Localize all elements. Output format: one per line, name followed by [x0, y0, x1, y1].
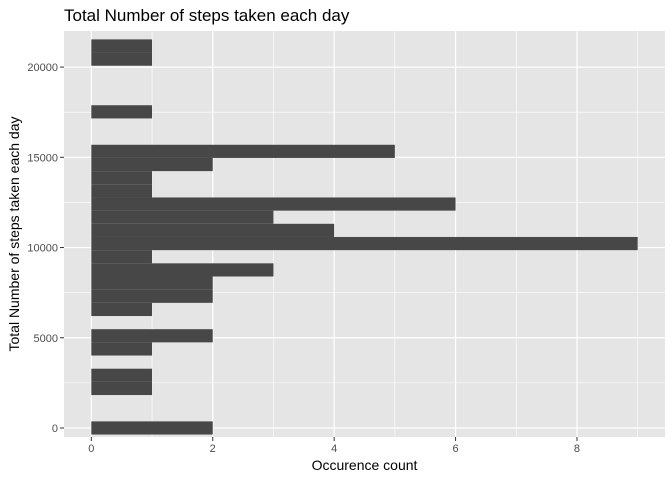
chart-title: Total Number of steps taken each day: [64, 6, 350, 25]
y-axis-title: Total Number of steps taken each day: [6, 116, 22, 351]
bar: [91, 342, 153, 356]
bar: [91, 368, 153, 382]
x-axis-ticks: 0 2 4 6 8: [88, 437, 580, 455]
bar: [91, 329, 213, 343]
bar: [91, 263, 274, 277]
bar: [91, 144, 395, 158]
x-tick-label: 2: [210, 443, 216, 455]
bar: [91, 289, 213, 303]
bar: [91, 250, 153, 264]
bar: [91, 39, 153, 53]
bars: [91, 39, 638, 435]
x-tick-label: 6: [452, 443, 458, 455]
bar: [91, 105, 153, 119]
x-tick-label: 0: [88, 443, 94, 455]
bar: [91, 157, 213, 172]
y-axis-ticks: 0 5000 10000 15000 20000: [27, 62, 64, 435]
y-tick-label: 20000: [27, 62, 58, 74]
bar: [91, 184, 153, 198]
bar: [91, 381, 153, 396]
y-tick-label: 5000: [34, 333, 58, 345]
y-tick-label: 0: [52, 423, 58, 435]
bar: [91, 302, 153, 317]
bar: [91, 276, 213, 290]
x-tick-label: 4: [331, 443, 337, 455]
x-tick-label: 8: [574, 443, 580, 455]
bar: [91, 236, 638, 251]
bar: [91, 210, 274, 224]
bar: [91, 197, 456, 211]
bar: [91, 421, 213, 435]
bar: [91, 223, 335, 237]
y-tick-label: 15000: [27, 152, 58, 164]
bar: [91, 52, 153, 66]
y-tick-label: 10000: [27, 243, 58, 255]
bar: [91, 171, 153, 185]
x-axis-title: Occurence count: [312, 457, 418, 473]
